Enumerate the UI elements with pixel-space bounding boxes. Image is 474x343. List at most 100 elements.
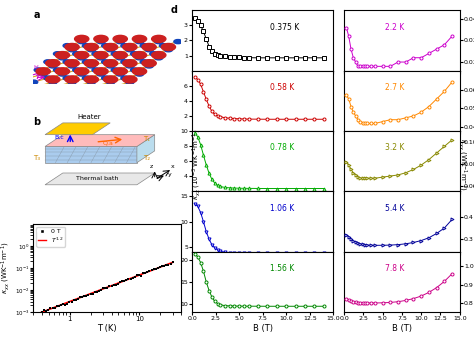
Circle shape bbox=[116, 56, 124, 60]
Circle shape bbox=[113, 68, 128, 75]
Circle shape bbox=[46, 76, 60, 83]
Circle shape bbox=[84, 76, 99, 83]
Circle shape bbox=[94, 35, 108, 43]
Point bbox=[45, 307, 52, 312]
Circle shape bbox=[140, 60, 148, 64]
Point bbox=[160, 263, 168, 269]
Circle shape bbox=[132, 35, 146, 43]
Point bbox=[100, 285, 107, 290]
Circle shape bbox=[74, 68, 89, 75]
Circle shape bbox=[65, 60, 79, 67]
Point bbox=[108, 284, 115, 289]
Text: 7.8 K: 7.8 K bbox=[384, 264, 404, 273]
Circle shape bbox=[126, 48, 134, 52]
Circle shape bbox=[87, 64, 95, 68]
Circle shape bbox=[113, 51, 128, 59]
Legend: 0 T, $T^{1.2}$: 0 T, $T^{1.2}$ bbox=[36, 227, 65, 247]
Circle shape bbox=[155, 56, 163, 60]
X-axis label: B (T): B (T) bbox=[253, 324, 273, 333]
Point bbox=[101, 285, 109, 291]
Point bbox=[81, 293, 88, 299]
Point bbox=[53, 303, 61, 309]
Point bbox=[55, 303, 63, 309]
Point bbox=[74, 297, 82, 302]
Circle shape bbox=[73, 52, 81, 56]
Point bbox=[118, 279, 126, 284]
Circle shape bbox=[97, 72, 105, 76]
Text: T₁: T₁ bbox=[143, 136, 150, 142]
Circle shape bbox=[78, 72, 86, 76]
Circle shape bbox=[68, 64, 76, 68]
Point bbox=[43, 308, 50, 314]
Point bbox=[34, 311, 42, 316]
Text: b: b bbox=[33, 117, 40, 127]
Point bbox=[91, 289, 99, 295]
Circle shape bbox=[155, 39, 163, 44]
Point bbox=[154, 265, 162, 271]
Circle shape bbox=[63, 60, 72, 64]
Circle shape bbox=[121, 76, 129, 80]
Circle shape bbox=[29, 80, 38, 84]
Circle shape bbox=[130, 52, 139, 56]
Point bbox=[64, 301, 71, 306]
Circle shape bbox=[101, 76, 110, 80]
Point bbox=[84, 292, 92, 298]
Point bbox=[51, 305, 58, 310]
Circle shape bbox=[159, 44, 168, 48]
Text: Q,a: Q,a bbox=[103, 141, 114, 146]
Circle shape bbox=[68, 48, 76, 52]
Circle shape bbox=[44, 76, 52, 80]
Circle shape bbox=[152, 35, 166, 43]
Point bbox=[120, 278, 128, 283]
Point bbox=[116, 280, 124, 285]
Circle shape bbox=[126, 64, 134, 68]
Point bbox=[144, 270, 151, 275]
Circle shape bbox=[121, 44, 129, 48]
Circle shape bbox=[58, 72, 66, 76]
Circle shape bbox=[103, 76, 118, 83]
Circle shape bbox=[107, 64, 115, 68]
Circle shape bbox=[44, 60, 52, 64]
Circle shape bbox=[84, 44, 99, 50]
Circle shape bbox=[78, 56, 86, 60]
Point bbox=[146, 268, 153, 274]
Circle shape bbox=[92, 68, 100, 72]
Circle shape bbox=[116, 72, 124, 76]
Point bbox=[40, 308, 48, 313]
Circle shape bbox=[39, 72, 47, 76]
Circle shape bbox=[101, 60, 110, 64]
Text: B,c: B,c bbox=[54, 135, 64, 140]
Text: $\kappa_{xx}$ (WK$^{-1}$m$^{-1}$): $\kappa_{xx}$ (WK$^{-1}$m$^{-1}$) bbox=[456, 138, 468, 191]
Polygon shape bbox=[45, 146, 137, 163]
Circle shape bbox=[142, 60, 156, 67]
Y-axis label: $\kappa_{xx}$ (WK$^{-1}$m$^{-1}$): $\kappa_{xx}$ (WK$^{-1}$m$^{-1}$) bbox=[0, 241, 12, 294]
Point bbox=[110, 282, 118, 287]
Point bbox=[133, 273, 141, 278]
Circle shape bbox=[130, 68, 139, 72]
Text: 1.06 K: 1.06 K bbox=[270, 204, 294, 213]
Point bbox=[38, 309, 46, 315]
Circle shape bbox=[84, 60, 99, 67]
Point bbox=[152, 267, 160, 272]
Text: y: y bbox=[168, 172, 172, 177]
Text: $\kappa_{xx}$ (10$^{-3}$ WK$^{-1}$m$^{-1}$): $\kappa_{xx}$ (10$^{-3}$ WK$^{-1}$m$^{-1… bbox=[191, 129, 203, 200]
Point bbox=[76, 294, 84, 299]
Point bbox=[131, 274, 138, 280]
Circle shape bbox=[54, 52, 62, 56]
Text: T₃: T₃ bbox=[33, 155, 40, 161]
Circle shape bbox=[164, 48, 173, 52]
Point bbox=[49, 305, 56, 310]
Circle shape bbox=[107, 80, 115, 84]
Point bbox=[163, 262, 170, 268]
Circle shape bbox=[94, 51, 108, 59]
Circle shape bbox=[97, 56, 105, 60]
Point bbox=[106, 283, 113, 288]
Circle shape bbox=[150, 52, 158, 56]
Circle shape bbox=[49, 80, 57, 84]
Point bbox=[62, 302, 69, 307]
Circle shape bbox=[111, 52, 119, 56]
Text: x: x bbox=[171, 164, 175, 169]
Circle shape bbox=[82, 60, 91, 64]
Circle shape bbox=[65, 44, 79, 50]
Circle shape bbox=[126, 80, 134, 84]
